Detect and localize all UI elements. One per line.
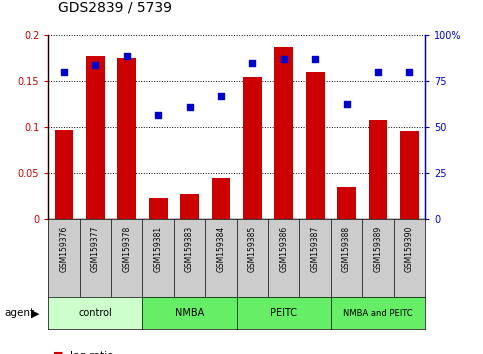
Text: GSM159386: GSM159386 [279,226,288,272]
Bar [180,194,199,219]
Point [280,57,288,62]
Text: GSM159385: GSM159385 [248,226,257,272]
Bar [55,130,73,219]
Text: GSM159376: GSM159376 [59,226,69,272]
Point [406,69,413,75]
Bar [306,72,325,219]
Text: GSM159383: GSM159383 [185,226,194,272]
Text: GSM159389: GSM159389 [373,226,383,272]
Point [155,112,162,118]
Text: GSM159378: GSM159378 [122,226,131,272]
Bar [149,198,168,219]
Bar [400,131,419,219]
Point [312,57,319,62]
Point [123,53,131,58]
Text: GSM159384: GSM159384 [216,226,226,272]
Text: control: control [79,308,112,318]
Point [186,104,194,110]
Bar [369,120,387,219]
Point [60,69,68,75]
Text: ■: ■ [53,351,64,354]
Bar [243,77,262,219]
Text: NMBA: NMBA [175,308,204,318]
Bar [86,56,105,219]
Point [217,93,225,99]
Text: GSM159388: GSM159388 [342,226,351,272]
Text: GSM159390: GSM159390 [405,226,414,272]
Text: GSM159381: GSM159381 [154,226,163,272]
Text: PEITC: PEITC [270,308,297,318]
Text: agent: agent [5,308,35,318]
Point [249,60,256,66]
Bar [337,187,356,219]
Text: NMBA and PEITC: NMBA and PEITC [343,309,413,318]
Text: log ratio: log ratio [70,351,114,354]
Bar [274,47,293,219]
Point [374,69,382,75]
Text: GSM159387: GSM159387 [311,226,320,272]
Text: ▶: ▶ [31,308,40,318]
Text: GSM159377: GSM159377 [91,226,100,272]
Bar [212,178,230,219]
Bar [117,58,136,219]
Text: GDS2839 / 5739: GDS2839 / 5739 [58,0,172,14]
Point [343,101,351,106]
Point [92,62,99,68]
